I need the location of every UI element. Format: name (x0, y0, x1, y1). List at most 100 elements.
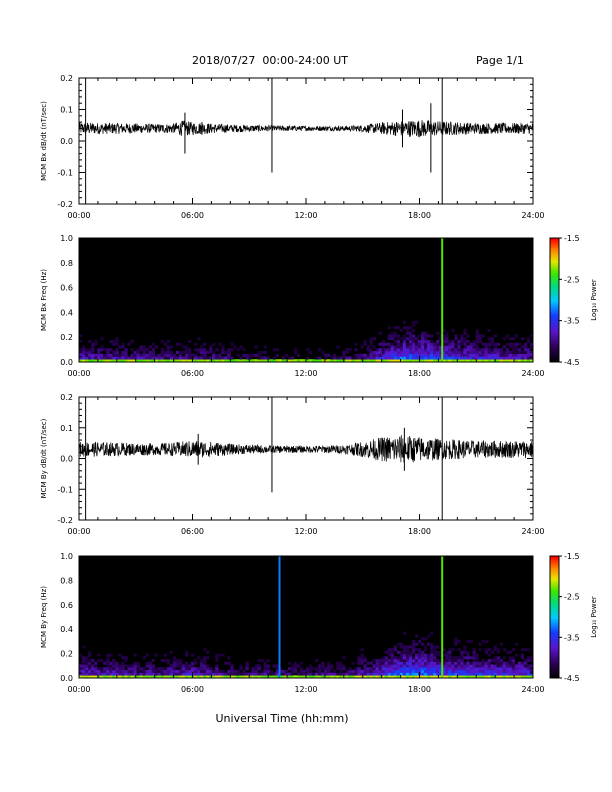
spectrogram-cell (287, 675, 292, 679)
spectrogram-cell (212, 672, 216, 676)
spectrogram-cell (112, 339, 116, 344)
spectrogram-cell (366, 356, 370, 360)
spectrogram-cell (281, 672, 286, 676)
spectrogram-cell (166, 359, 171, 363)
spectrogram-cell (169, 350, 174, 355)
colorbar-segment (550, 610, 559, 614)
spectrogram-cell (433, 675, 437, 679)
spectrogram-cell (106, 350, 110, 355)
spectrogram-cell (526, 675, 531, 679)
spectrogram-cell (351, 672, 355, 676)
spectrogram-cell (514, 672, 519, 676)
spectrogram-cell (100, 359, 104, 363)
spectrogram-cell (148, 661, 152, 665)
spectrogram-cell (363, 672, 367, 676)
spectrogram-cell (390, 653, 395, 657)
spectrogram-cell (299, 359, 304, 363)
spectrogram-cell (496, 356, 501, 360)
spectrogram-cell (463, 648, 467, 652)
spectrogram-cell (439, 650, 443, 654)
spectrogram-cell (472, 345, 476, 349)
spectrogram-cell (411, 337, 416, 341)
spectrogram-cell (414, 653, 419, 657)
spectrogram-cell (427, 675, 431, 679)
spectrogram-cell (148, 664, 152, 668)
spectrogram-cell (414, 359, 419, 363)
spectrogram-cell (94, 356, 98, 360)
spectrogram-cell (94, 339, 98, 344)
spectrogram-cell (402, 661, 407, 665)
spectrogram-cell (499, 661, 504, 665)
spectrogram-cell (203, 350, 207, 355)
spectrogram-cell (369, 342, 373, 346)
spectrogram-cell (103, 675, 107, 679)
spectrogram-cell (451, 328, 455, 332)
spectrogram-cell (457, 672, 461, 676)
spectrogram-cell (430, 656, 434, 660)
spectrogram-cell (433, 653, 437, 657)
spectrogram-cell (363, 339, 367, 344)
spectrogram-cell (484, 650, 488, 654)
spectrogram-cell (424, 645, 428, 649)
colorbar-segment (550, 558, 559, 561)
spectrogram-cell (466, 339, 470, 344)
spectrogram-cell (366, 359, 370, 363)
spectrogram-cell (445, 339, 449, 344)
spectrogram-cell (351, 356, 355, 360)
spectrogram-cell (433, 648, 437, 652)
spectrogram-cell (424, 672, 428, 676)
x-tick-label: 18:00 (408, 685, 431, 694)
spectrogram-cell (405, 648, 410, 652)
spectrogram-cell (82, 669, 86, 673)
spectrogram-cell (402, 631, 407, 635)
spectrogram-cell (390, 648, 395, 652)
spectrogram-cell (345, 675, 349, 679)
spectrogram-cell (130, 356, 134, 360)
spectrogram-cell (88, 672, 92, 676)
spectrogram-cell (109, 669, 113, 673)
spectrogram-cell (333, 672, 337, 676)
spectrogram-cell (414, 342, 419, 346)
spectrogram-cell (442, 359, 446, 363)
spectrogram-cell (472, 659, 476, 663)
spectrogram-cell (411, 334, 416, 338)
spectrogram-cell (139, 348, 143, 352)
spectrogram-cell (411, 675, 416, 679)
colorbar-segment (550, 568, 559, 571)
spectrogram-cell (454, 642, 458, 646)
spectrogram-cell (115, 672, 119, 676)
spectrogram-cell (445, 650, 449, 654)
spectrogram-cell (227, 672, 231, 676)
spectrogram-cell (172, 353, 177, 357)
spectrogram-cell (460, 675, 464, 679)
spectrogram-cell (487, 675, 491, 679)
spectrogram-cell (354, 353, 358, 357)
spectrogram-cell (499, 672, 504, 676)
spectrogram-cell (372, 669, 376, 673)
spectrogram-cell (436, 350, 440, 355)
spectrogram-cell (408, 353, 413, 357)
spectrogram-cell (133, 667, 137, 671)
colorbar-tick-label: -4.5 (564, 674, 580, 683)
spectrogram-cell (106, 353, 110, 357)
spectrogram-cell (366, 675, 370, 679)
spectrogram-cell (160, 672, 165, 676)
spectrogram-cell (472, 350, 476, 355)
spectrogram-cell (442, 339, 446, 344)
colorbar-segment (550, 570, 559, 573)
spectrogram-cell (381, 661, 385, 665)
colorbar-segment (550, 639, 559, 642)
spectrogram-cell (445, 345, 449, 349)
spectrogram-cell (381, 356, 385, 360)
spectrogram-cell (463, 339, 467, 344)
x-tick-label: 12:00 (294, 527, 317, 536)
spectrogram-cell (121, 359, 125, 363)
spectrogram-cell (390, 675, 395, 679)
spectrogram-cell (466, 672, 470, 676)
spectrogram-cell (487, 661, 491, 665)
spectrogram-cell (460, 342, 464, 346)
spectrogram-cell (511, 675, 516, 679)
spectrogram-cell (251, 669, 255, 673)
spectrogram-cell (312, 675, 316, 679)
spectrogram-cell (215, 672, 219, 676)
